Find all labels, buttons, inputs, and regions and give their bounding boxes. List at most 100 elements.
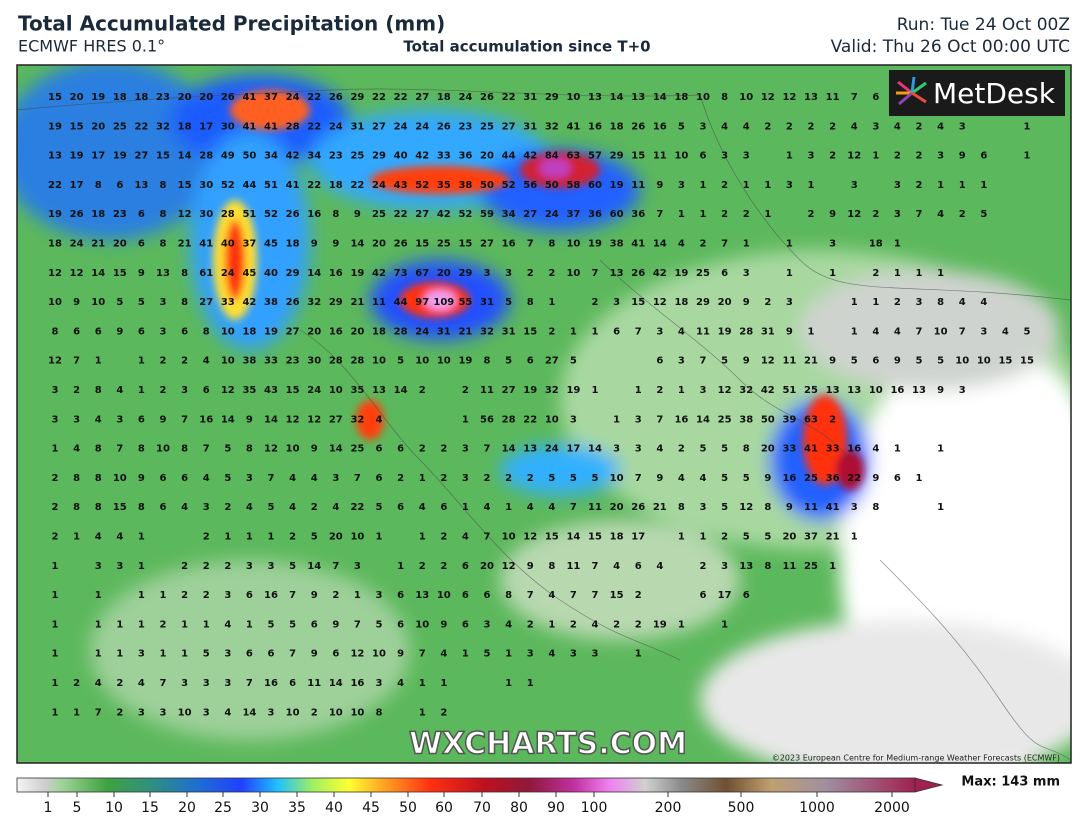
grid-value: 27 [502, 121, 516, 132]
grid-value: 6 [246, 590, 253, 601]
grid-value: 2 [224, 502, 231, 513]
grid-value: 29 [372, 151, 386, 162]
grid-value: 3 [484, 619, 491, 630]
grid-value: 37 [566, 209, 580, 220]
grid-value: 2 [116, 678, 123, 689]
grid-value: 4 [138, 678, 145, 689]
grid-value: 12 [264, 444, 278, 455]
grid-value: 8 [527, 297, 534, 308]
grid-value: 33 [437, 151, 451, 162]
grid-value: 56 [480, 414, 494, 425]
copyright: ©2023 European Centre for Medium-range W… [772, 754, 1060, 763]
grid-value: 17 [199, 121, 213, 132]
borders [17, 88, 1071, 761]
grid-value: 4 [937, 121, 944, 132]
grid-value: 5 [224, 473, 231, 484]
grid-value: 5 [570, 356, 577, 367]
grid-value: 27 [502, 385, 516, 396]
colorbar-tick-label: 45 [362, 800, 380, 816]
grid-value: 14 [350, 239, 364, 250]
grid-value: 9 [872, 473, 879, 484]
grid-value: 17 [631, 532, 645, 543]
colorbar-tick-label: 500 [728, 800, 755, 816]
grid-value: 7 [527, 239, 534, 250]
grid-value: 1 [635, 385, 642, 396]
grid-value: 33 [782, 444, 796, 455]
grid-value: 26 [631, 121, 645, 132]
grid-value: 7 [73, 356, 80, 367]
grid-value: 1 [52, 590, 59, 601]
grid-value: 2 [548, 326, 555, 337]
grid-value: 2 [721, 180, 728, 191]
grid-value: 1 [397, 561, 404, 572]
grid-value: 18 [48, 239, 62, 250]
grid-value: 40 [264, 268, 278, 279]
grid-value: 7 [246, 678, 253, 689]
grid-value: 26 [437, 121, 451, 132]
grid-value: 49 [221, 151, 235, 162]
grid-value: 1 [52, 561, 59, 572]
grid-value: 1 [613, 414, 620, 425]
grid-value: 4 [484, 502, 491, 513]
grid-value: 27 [199, 297, 213, 308]
grid-value: 5 [268, 502, 275, 513]
grid-value: 5 [268, 619, 275, 630]
grid-value: 1 [419, 473, 426, 484]
grid-value: 31 [437, 326, 451, 337]
grid-value: 9 [764, 473, 771, 484]
grid-value: 29 [350, 92, 364, 103]
grid-value: 4 [73, 444, 80, 455]
grid-value: 42 [761, 385, 775, 396]
grid-value: 59 [480, 209, 494, 220]
grid-value: 10 [696, 92, 710, 103]
grid-value: 1 [138, 532, 145, 543]
grid-value: 13 [610, 268, 624, 279]
grid-value: 22 [394, 92, 408, 103]
grid-value: 27 [523, 209, 537, 220]
grid-value: 1 [440, 678, 447, 689]
grid-value: 12 [48, 268, 62, 279]
map-frame [16, 64, 1072, 764]
grid-value: 38 [264, 297, 278, 308]
grid-value: 20 [70, 92, 84, 103]
grid-value: 45 [264, 239, 278, 250]
grid-value: 4 [851, 121, 858, 132]
grid-value: 22 [134, 121, 148, 132]
grid-value: 31 [523, 92, 537, 103]
grid-value: 3 [116, 561, 123, 572]
grid-value: 3 [959, 121, 966, 132]
grid-value: 2 [160, 619, 167, 630]
grid-value: 22 [350, 502, 364, 513]
grid-value: 2 [52, 473, 59, 484]
grid-value: 29 [545, 92, 559, 103]
grid-value: 84 [545, 151, 559, 162]
grid-value: 5 [224, 444, 231, 455]
grid-value: 2 [959, 209, 966, 220]
grid-value: 15 [631, 151, 645, 162]
grid-value: 42 [242, 297, 256, 308]
grid-value: 3 [786, 297, 793, 308]
grid-value: 1 [52, 619, 59, 630]
grid-value: 1 [700, 209, 707, 220]
grid-value: 28 [286, 121, 300, 132]
grid-value: 1 [937, 180, 944, 191]
grid-value: 8 [548, 561, 555, 572]
grid-value: 14 [566, 532, 580, 543]
grid-value: 16 [264, 678, 278, 689]
grid-value: 2 [440, 473, 447, 484]
grid-value: 2 [894, 297, 901, 308]
grid-value: 51 [242, 209, 256, 220]
grid-value: 8 [95, 180, 102, 191]
grid-value: 10 [415, 356, 429, 367]
grid-value: 28 [394, 326, 408, 337]
grid-value: 4 [203, 356, 210, 367]
grid-value: 1 [592, 326, 599, 337]
grid-value: 57 [588, 151, 602, 162]
grid-value: 4 [678, 473, 685, 484]
grid-value: 10 [350, 707, 364, 718]
grid-value: 1 [937, 502, 944, 513]
grid-value: 41 [199, 239, 213, 250]
grid-value: 1 [894, 268, 901, 279]
grid-value: 15 [113, 268, 127, 279]
grid-value: 6 [160, 502, 167, 513]
